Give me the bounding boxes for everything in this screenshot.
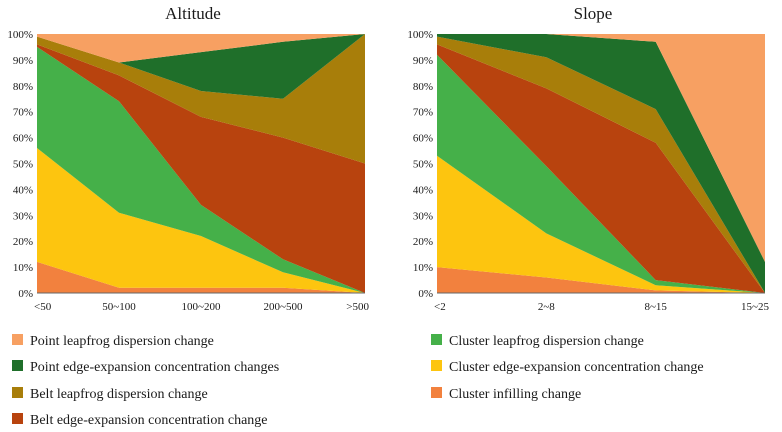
legend-item: Belt edge-expansion concentration change [12,413,268,428]
x-tick-label: 100~200 [182,301,221,313]
y-tick-label: 10% [413,262,433,274]
y-tick-label: 60% [13,133,33,145]
y-tick-label: 70% [413,107,433,119]
area-cluster-leapfrog-dispersion-change [437,54,765,294]
legend-label: Cluster infilling change [449,387,581,402]
y-tick-label: 0% [418,288,433,300]
area-point-leapfrog-dispersion-change [37,34,365,63]
area-cluster-edge-expansion-concentration-change [437,155,765,293]
y-tick-label: 90% [13,55,33,67]
x-tick-label: <2 [434,301,446,313]
altitude-chart: Altitude 0% 10% 20% 30% 40% 50% 60% 70% 80% 90% 10… [7,4,369,313]
legend-item: Belt leapfrog dispersion change [12,387,208,402]
y-tick-label: 60% [413,133,433,145]
area-point-edge-expansion-concentration-changes [437,34,765,293]
x-tick-label: 50~100 [102,301,136,313]
x-tick-label: 15~25 [741,301,769,313]
y-tick-label: 30% [13,210,33,222]
legend-swatch [431,387,442,398]
legend-label: Belt leapfrog dispersion change [30,387,208,402]
x-tick-label: 200~500 [264,301,303,313]
y-tick-label: 70% [13,107,33,119]
area-cluster-leapfrog-dispersion-change [37,46,365,294]
legend: Point leapfrog dispersion change Point ed… [12,334,704,428]
legend-swatch [12,334,23,345]
y-tick-label: 30% [413,210,433,222]
y-tick-label: 20% [413,236,433,248]
legend-label: Cluster edge-expansion concentration cha… [449,360,704,375]
y-tick-label: 0% [18,288,33,300]
area-cluster-infilling-change [37,261,365,293]
area-belt-leapfrog-dispersion-change [37,34,365,164]
area-point-leapfrog-dispersion-change [437,34,765,262]
y-tick-label: 20% [13,236,33,248]
legend-item: Point leapfrog dispersion change [12,334,214,349]
chart-title: Altitude [165,4,221,23]
y-tick-label: 50% [413,159,433,171]
y-tick-label: 90% [413,55,433,67]
x-tick-label: <50 [34,301,52,313]
legend-label: Point leapfrog dispersion change [30,334,214,349]
legend-item: Cluster edge-expansion concentration cha… [431,360,704,375]
legend-item: Cluster leapfrog dispersion change [431,334,644,349]
area-cluster-infilling-change [437,267,765,293]
legend-label: Point edge-expansion concentration chang… [30,360,279,375]
legend-swatch [431,360,442,371]
x-tick-label: 8~15 [644,301,667,313]
legend-label: Cluster leapfrog dispersion change [449,334,644,349]
area-belt-edge-expansion-concentration-change [37,44,365,294]
area-cluster-edge-expansion-concentration-change [37,148,365,293]
y-tick-label: 80% [13,81,33,93]
y-tick-label: 40% [413,184,433,196]
y-tick-label: 50% [13,159,33,171]
x-tick-label: >500 [346,301,369,313]
y-tick-label: 100% [7,29,33,41]
legend-swatch [12,387,23,398]
legend-label: Belt edge-expansion concentration change [30,413,268,428]
legend-item: Point edge-expansion concentration chang… [12,360,279,375]
chart-title: Slope [574,4,613,23]
y-tick-label: 10% [13,262,33,274]
legend-swatch [12,413,23,424]
y-tick-label: 80% [413,81,433,93]
legend-swatch [431,334,442,345]
area-belt-leapfrog-dispersion-change [437,36,765,293]
y-tick-label: 40% [13,184,33,196]
legend-swatch [12,360,23,371]
legend-item: Cluster infilling change [431,387,581,402]
area-point-edge-expansion-concentration-changes [37,34,365,99]
y-tick-label: 100% [407,29,433,41]
slope-chart: Slope 0% 10% 20% 30% 40% 50% 60% 70% 80% 90% 100% <… [407,4,769,313]
x-tick-label: 2~8 [538,301,555,313]
area-belt-edge-expansion-concentration-change [437,44,765,294]
